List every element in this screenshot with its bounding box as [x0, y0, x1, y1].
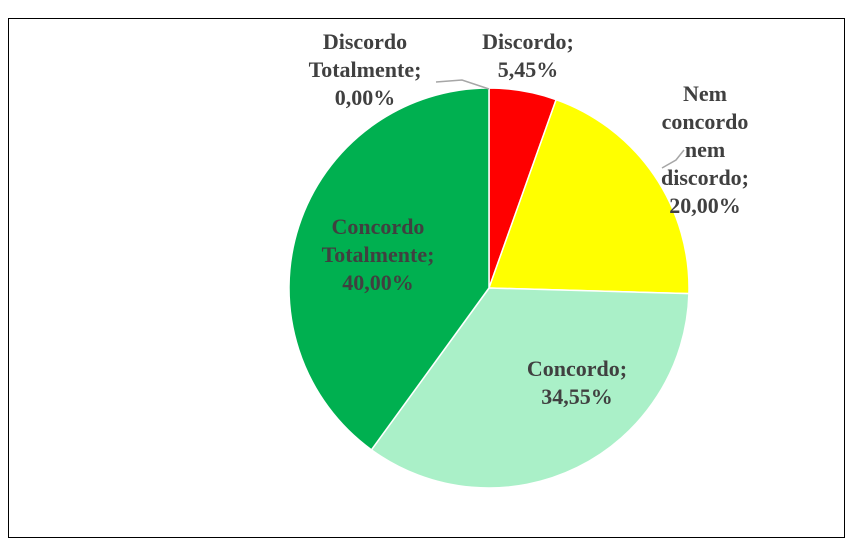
data-label-category: Discordo Totalmente; [308, 29, 422, 82]
data-label: Nem concordo nem discordo; 20,00% [645, 80, 765, 220]
data-label-category: Concordo Totalmente; [321, 214, 435, 267]
data-label-value: 40,00% [342, 270, 414, 295]
data-label: Discordo; 5,45% [463, 28, 593, 84]
leader-line [435, 79, 490, 90]
data-label-value: 0,00% [334, 85, 396, 110]
data-label: Concordo Totalmente; 40,00% [293, 213, 463, 297]
data-label: Discordo Totalmente; 0,00% [300, 28, 430, 112]
leader-line [661, 149, 685, 169]
data-label-category: Nem concordo nem discordo; [661, 81, 749, 190]
pie-slice [487, 98, 690, 295]
data-label-value: 5,45% [497, 57, 559, 82]
data-label-category: Discordo; [482, 29, 574, 54]
pie-slice [288, 87, 490, 451]
data-label-value: 20,00% [669, 193, 741, 218]
pie-slice [370, 287, 690, 489]
data-label: Concordo; 34,55% [497, 355, 657, 411]
data-label-category: Concordo; [526, 356, 628, 381]
data-label-value: 34,55% [541, 384, 613, 409]
slices [288, 87, 690, 489]
